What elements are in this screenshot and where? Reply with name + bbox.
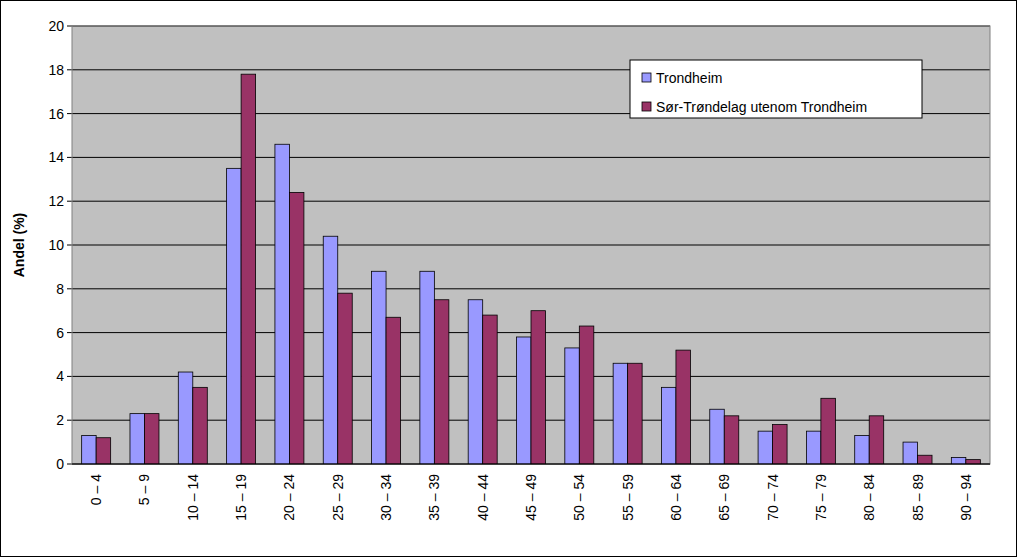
y-tick — [67, 245, 72, 246]
plot-area — [72, 26, 990, 464]
legend-label: Trondheim — [656, 70, 722, 86]
y-tick — [67, 288, 72, 289]
legend-swatch — [642, 73, 651, 82]
bar — [918, 455, 932, 464]
y-tick-label: 6 — [56, 325, 64, 341]
x-tick-label: 55 – 59 — [620, 474, 636, 521]
plot-border — [72, 26, 990, 464]
y-tick — [67, 157, 72, 158]
y-axis-label: Andel (%) — [11, 213, 27, 278]
bar — [966, 460, 980, 464]
y-tick — [67, 420, 72, 421]
y-tick-label: 2 — [56, 412, 64, 428]
bar — [468, 300, 482, 464]
x-tick-label: 10 – 14 — [185, 474, 201, 521]
bar — [628, 363, 642, 464]
bar — [613, 363, 627, 464]
bar — [227, 168, 241, 464]
legend-box — [630, 60, 922, 118]
x-tick-label: 65 – 69 — [716, 474, 732, 521]
bar — [338, 293, 352, 464]
x-tick-label: 30 – 34 — [378, 474, 394, 521]
x-tick-label: 5 – 9 — [136, 474, 152, 505]
y-tick-label: 8 — [56, 281, 64, 297]
chart: 0 2 4 6 8 10 12 14 16 18 20 Andel (%) 0 – 4 5 – 9 10 –… — [0, 0, 1017, 557]
bar — [434, 300, 448, 464]
y-tick — [67, 26, 72, 27]
grid-line — [72, 464, 990, 465]
x-tick-label: 80 – 84 — [861, 474, 877, 521]
bar — [773, 425, 787, 464]
legend: Trondheim Sør-Trøndelag utenom Trondheim — [630, 60, 922, 118]
bar — [531, 311, 545, 464]
x-tick-label: 20 – 24 — [281, 474, 297, 521]
x-tick-label: 40 – 44 — [475, 474, 491, 521]
bar — [821, 398, 835, 464]
bar — [806, 431, 820, 464]
bar — [710, 409, 724, 464]
y-tick — [67, 332, 72, 333]
y-tick-label: 10 — [48, 237, 64, 253]
y-tick-label: 14 — [48, 149, 64, 165]
y-tick-label: 12 — [48, 193, 64, 209]
y-tick-label: 20 — [48, 18, 64, 34]
x-tick-label: 50 – 54 — [571, 474, 587, 521]
x-tick-label: 45 – 49 — [523, 474, 539, 521]
y-tick — [67, 201, 72, 202]
bar — [96, 438, 110, 464]
x-tick-label: 25 – 29 — [330, 474, 346, 521]
bar — [758, 431, 772, 464]
bar — [193, 387, 207, 464]
bar — [144, 414, 158, 464]
bar — [82, 436, 96, 464]
x-tick-label: 70 – 74 — [765, 474, 781, 521]
y-tick-label: 4 — [56, 368, 64, 384]
y-tick-label: 16 — [48, 106, 64, 122]
x-tick-label: 0 – 4 — [88, 474, 104, 505]
legend-swatch — [642, 102, 651, 111]
grid-line — [72, 288, 990, 289]
y-tick — [67, 464, 72, 465]
bar — [855, 436, 869, 464]
x-axis — [72, 464, 990, 465]
y-tick-label: 0 — [56, 456, 64, 472]
y-tick — [67, 113, 72, 114]
grid-line — [72, 157, 990, 158]
bar — [676, 350, 690, 464]
bar — [565, 348, 579, 464]
x-tick-label: 90 – 94 — [958, 474, 974, 521]
x-tick-label: 85 – 89 — [910, 474, 926, 521]
grid-line — [72, 201, 990, 202]
bar — [323, 236, 337, 464]
bar — [420, 271, 434, 464]
bar — [275, 144, 289, 464]
bar — [903, 442, 917, 464]
bar — [386, 317, 400, 464]
bar — [517, 337, 531, 464]
bar — [483, 315, 497, 464]
bar — [178, 372, 192, 464]
x-tick-label: 35 – 39 — [426, 474, 442, 521]
bar — [661, 387, 675, 464]
bars — [82, 74, 981, 464]
x-tick-label: 60 – 64 — [668, 474, 684, 521]
y-tick-label: 18 — [48, 62, 64, 78]
chart-frame — [1, 1, 1017, 557]
x-tick-label: 75 – 79 — [813, 474, 829, 521]
bar — [289, 192, 303, 464]
bar — [241, 74, 255, 464]
y-tick — [67, 376, 72, 377]
bar — [951, 457, 965, 464]
legend-label: Sør-Trøndelag utenom Trondheim — [656, 99, 867, 115]
bar — [372, 271, 386, 464]
bar — [869, 416, 883, 464]
grid-line — [72, 245, 990, 246]
bar — [724, 416, 738, 464]
x-tick-label: 15 – 19 — [233, 474, 249, 521]
bar — [579, 326, 593, 464]
bar — [130, 414, 144, 464]
y-tick — [67, 69, 72, 70]
